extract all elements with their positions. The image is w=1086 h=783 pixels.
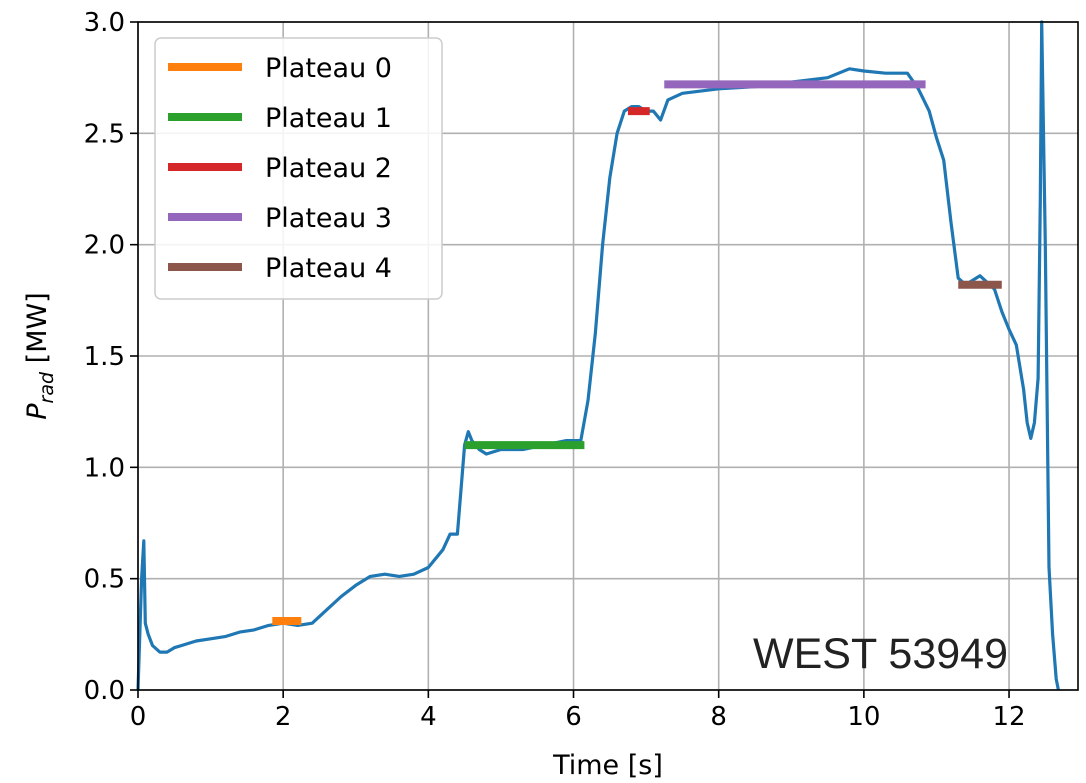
y-tick-label: 0.5: [84, 565, 125, 595]
y-tick-label: 1.5: [84, 342, 125, 372]
legend-label-plateau-3: Plateau 3: [265, 203, 392, 234]
legend-label-plateau-1: Plateau 1: [265, 103, 392, 134]
y-tick-label: 1.0: [84, 453, 125, 483]
x-tick-label: 4: [420, 702, 437, 732]
y-axis-label: Prad [MW]: [22, 292, 58, 419]
legend-label-plateau-2: Plateau 2: [265, 153, 392, 184]
legend: Plateau 0 Plateau 1 Plateau 2 Plateau 3 Plat…: [154, 37, 443, 300]
plateau-series: [272, 80, 1002, 625]
y-tick-label: 3.0: [84, 8, 125, 38]
x-axis-label: Time [s]: [552, 750, 663, 781]
x-tick-label: 12: [992, 702, 1025, 732]
y-axis-label-sub: rad: [36, 371, 58, 403]
y-tick-label: 2.5: [84, 119, 125, 149]
y-axis-ticks: 0.0 0.5 1.0 1.5 2.0 2.5 3.0: [84, 8, 138, 706]
signal-series: [136, 20, 1060, 691]
x-axis-ticks: 0 2 4 6 8 10 12: [130, 690, 1026, 732]
x-tick-label: 2: [275, 702, 292, 732]
y-tick-label: 0.0: [84, 676, 125, 706]
legend-label-plateau-0: Plateau 0: [265, 53, 392, 84]
y-tick-label: 2.0: [84, 231, 125, 261]
legend-box: [154, 37, 443, 300]
x-tick-label: 6: [565, 702, 582, 732]
prad-signal-line: [136, 20, 1060, 691]
shot-annotation: WEST 53949: [753, 630, 1008, 678]
y-axis-label-main: P: [22, 403, 53, 420]
y-axis-label-unit: [MW]: [22, 292, 53, 372]
x-tick-label: 8: [710, 702, 727, 732]
x-tick-label: 0: [130, 702, 147, 732]
x-tick-label: 10: [847, 702, 880, 732]
legend-label-plateau-4: Plateau 4: [265, 253, 392, 284]
